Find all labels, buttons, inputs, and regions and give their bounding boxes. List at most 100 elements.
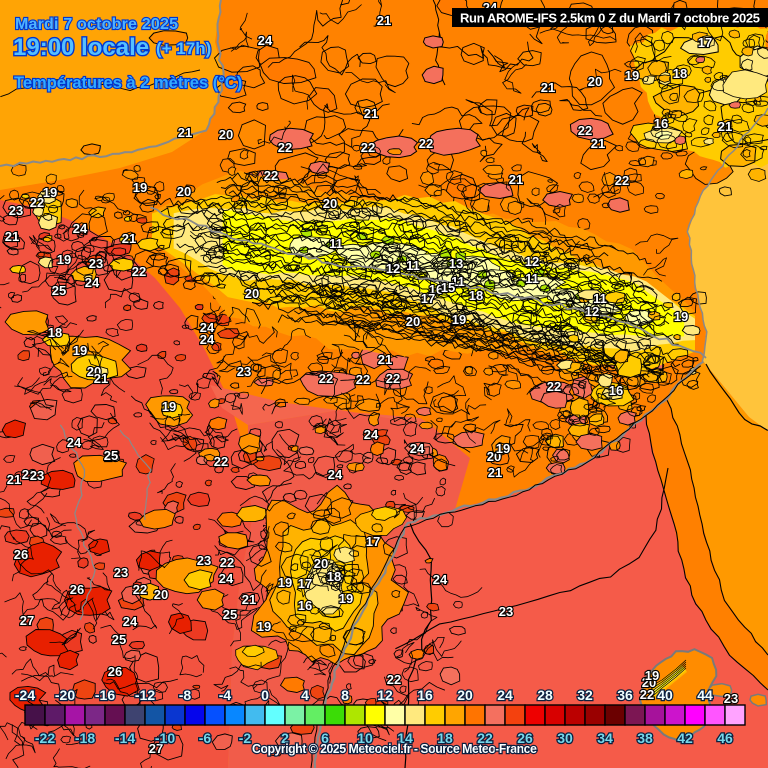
- svg-text:20: 20: [487, 449, 501, 464]
- svg-text:27: 27: [20, 613, 34, 628]
- svg-text:40: 40: [657, 687, 673, 703]
- svg-text:30: 30: [557, 730, 573, 746]
- svg-text:16: 16: [417, 687, 433, 703]
- svg-text:16: 16: [609, 383, 623, 398]
- svg-text:25: 25: [104, 448, 118, 463]
- svg-text:11: 11: [451, 274, 465, 289]
- svg-text:23: 23: [197, 553, 211, 568]
- svg-text:12: 12: [377, 687, 393, 703]
- svg-text:(+ 17h): (+ 17h): [156, 39, 211, 58]
- svg-text:26: 26: [517, 730, 533, 746]
- svg-text:21: 21: [122, 231, 136, 246]
- svg-text:23: 23: [724, 691, 738, 706]
- svg-text:23: 23: [114, 565, 128, 580]
- svg-text:24: 24: [67, 435, 82, 450]
- svg-text:20: 20: [219, 127, 233, 142]
- svg-text:21: 21: [94, 371, 108, 386]
- svg-text:28: 28: [537, 687, 553, 703]
- svg-text:19: 19: [339, 591, 353, 606]
- svg-text:11: 11: [593, 291, 607, 306]
- svg-text:8: 8: [341, 687, 349, 703]
- svg-text:20: 20: [87, 364, 101, 379]
- svg-text:0: 0: [261, 687, 269, 703]
- svg-text:Températures à 2 mètres (°C): Températures à 2 mètres (°C): [14, 74, 242, 92]
- svg-text:24: 24: [258, 33, 273, 48]
- svg-text:19: 19: [73, 343, 87, 358]
- svg-text:16: 16: [298, 598, 312, 613]
- svg-text:Copyright © 2025 Meteociel.fr: Copyright © 2025 Meteociel.fr - Source M…: [252, 742, 537, 756]
- svg-text:Mardi 7 octobre 2025: Mardi 7 octobre 2025: [15, 16, 178, 33]
- svg-text:21: 21: [718, 119, 732, 134]
- svg-text:19:00 locale: 19:00 locale: [13, 34, 149, 61]
- svg-text:25: 25: [112, 632, 126, 647]
- svg-text:46: 46: [717, 730, 733, 746]
- svg-text:10: 10: [357, 730, 373, 746]
- svg-text:12: 12: [525, 254, 539, 269]
- svg-text:23: 23: [30, 468, 44, 483]
- svg-text:-8: -8: [179, 687, 192, 703]
- svg-text:18: 18: [48, 325, 62, 340]
- svg-text:21: 21: [364, 106, 378, 121]
- svg-text:-6: -6: [199, 730, 212, 746]
- svg-text:21: 21: [488, 465, 502, 480]
- svg-text:22: 22: [578, 123, 592, 138]
- svg-text:22: 22: [22, 467, 36, 482]
- svg-text:18: 18: [437, 730, 453, 746]
- svg-text:21: 21: [377, 13, 391, 28]
- svg-text:19: 19: [57, 252, 71, 267]
- svg-text:21: 21: [541, 80, 555, 95]
- svg-text:21: 21: [591, 136, 605, 151]
- svg-text:23: 23: [499, 604, 513, 619]
- svg-text:20: 20: [588, 74, 602, 89]
- svg-text:20: 20: [406, 314, 420, 329]
- svg-text:22: 22: [386, 371, 400, 386]
- svg-text:11: 11: [525, 271, 539, 286]
- svg-text:19: 19: [43, 185, 57, 200]
- svg-text:20: 20: [642, 675, 656, 690]
- svg-text:22: 22: [133, 582, 147, 597]
- svg-text:21: 21: [242, 592, 256, 607]
- svg-text:20: 20: [323, 196, 337, 211]
- svg-text:22: 22: [264, 168, 278, 183]
- svg-text:17: 17: [366, 534, 380, 549]
- svg-text:24: 24: [200, 332, 215, 347]
- svg-text:24: 24: [200, 320, 215, 335]
- svg-text:21: 21: [509, 172, 523, 187]
- svg-text:19: 19: [496, 441, 510, 456]
- svg-text:13: 13: [449, 256, 463, 271]
- svg-text:16: 16: [429, 282, 443, 297]
- svg-text:24: 24: [433, 572, 448, 587]
- svg-text:24: 24: [73, 221, 88, 236]
- svg-text:19: 19: [133, 180, 147, 195]
- svg-text:24: 24: [410, 441, 425, 456]
- svg-text:22: 22: [419, 136, 433, 151]
- svg-text:11: 11: [406, 258, 420, 273]
- svg-text:19: 19: [645, 668, 659, 683]
- svg-text:16: 16: [654, 116, 668, 131]
- svg-text:44: 44: [697, 687, 713, 703]
- svg-text:32: 32: [577, 687, 593, 703]
- svg-text:4: 4: [301, 687, 309, 703]
- svg-text:20: 20: [245, 286, 259, 301]
- svg-text:38: 38: [637, 730, 653, 746]
- svg-text:19: 19: [162, 399, 176, 414]
- svg-text:19: 19: [674, 309, 688, 324]
- svg-text:24: 24: [219, 571, 234, 586]
- svg-text:19: 19: [257, 619, 271, 634]
- svg-text:-10: -10: [155, 730, 175, 746]
- svg-text:-22: -22: [35, 730, 55, 746]
- svg-text:11: 11: [329, 236, 343, 251]
- svg-text:22: 22: [214, 454, 228, 469]
- svg-text:19: 19: [452, 312, 466, 327]
- svg-text:25: 25: [105, 449, 119, 464]
- svg-text:18: 18: [469, 288, 483, 303]
- svg-text:24: 24: [85, 275, 100, 290]
- svg-text:24: 24: [497, 687, 513, 703]
- svg-text:24: 24: [328, 467, 343, 482]
- svg-text:20: 20: [314, 556, 328, 571]
- svg-text:21: 21: [178, 125, 192, 140]
- svg-text:19: 19: [278, 575, 292, 590]
- svg-text:23: 23: [9, 203, 23, 218]
- svg-text:6: 6: [321, 730, 329, 746]
- svg-text:-12: -12: [135, 687, 155, 703]
